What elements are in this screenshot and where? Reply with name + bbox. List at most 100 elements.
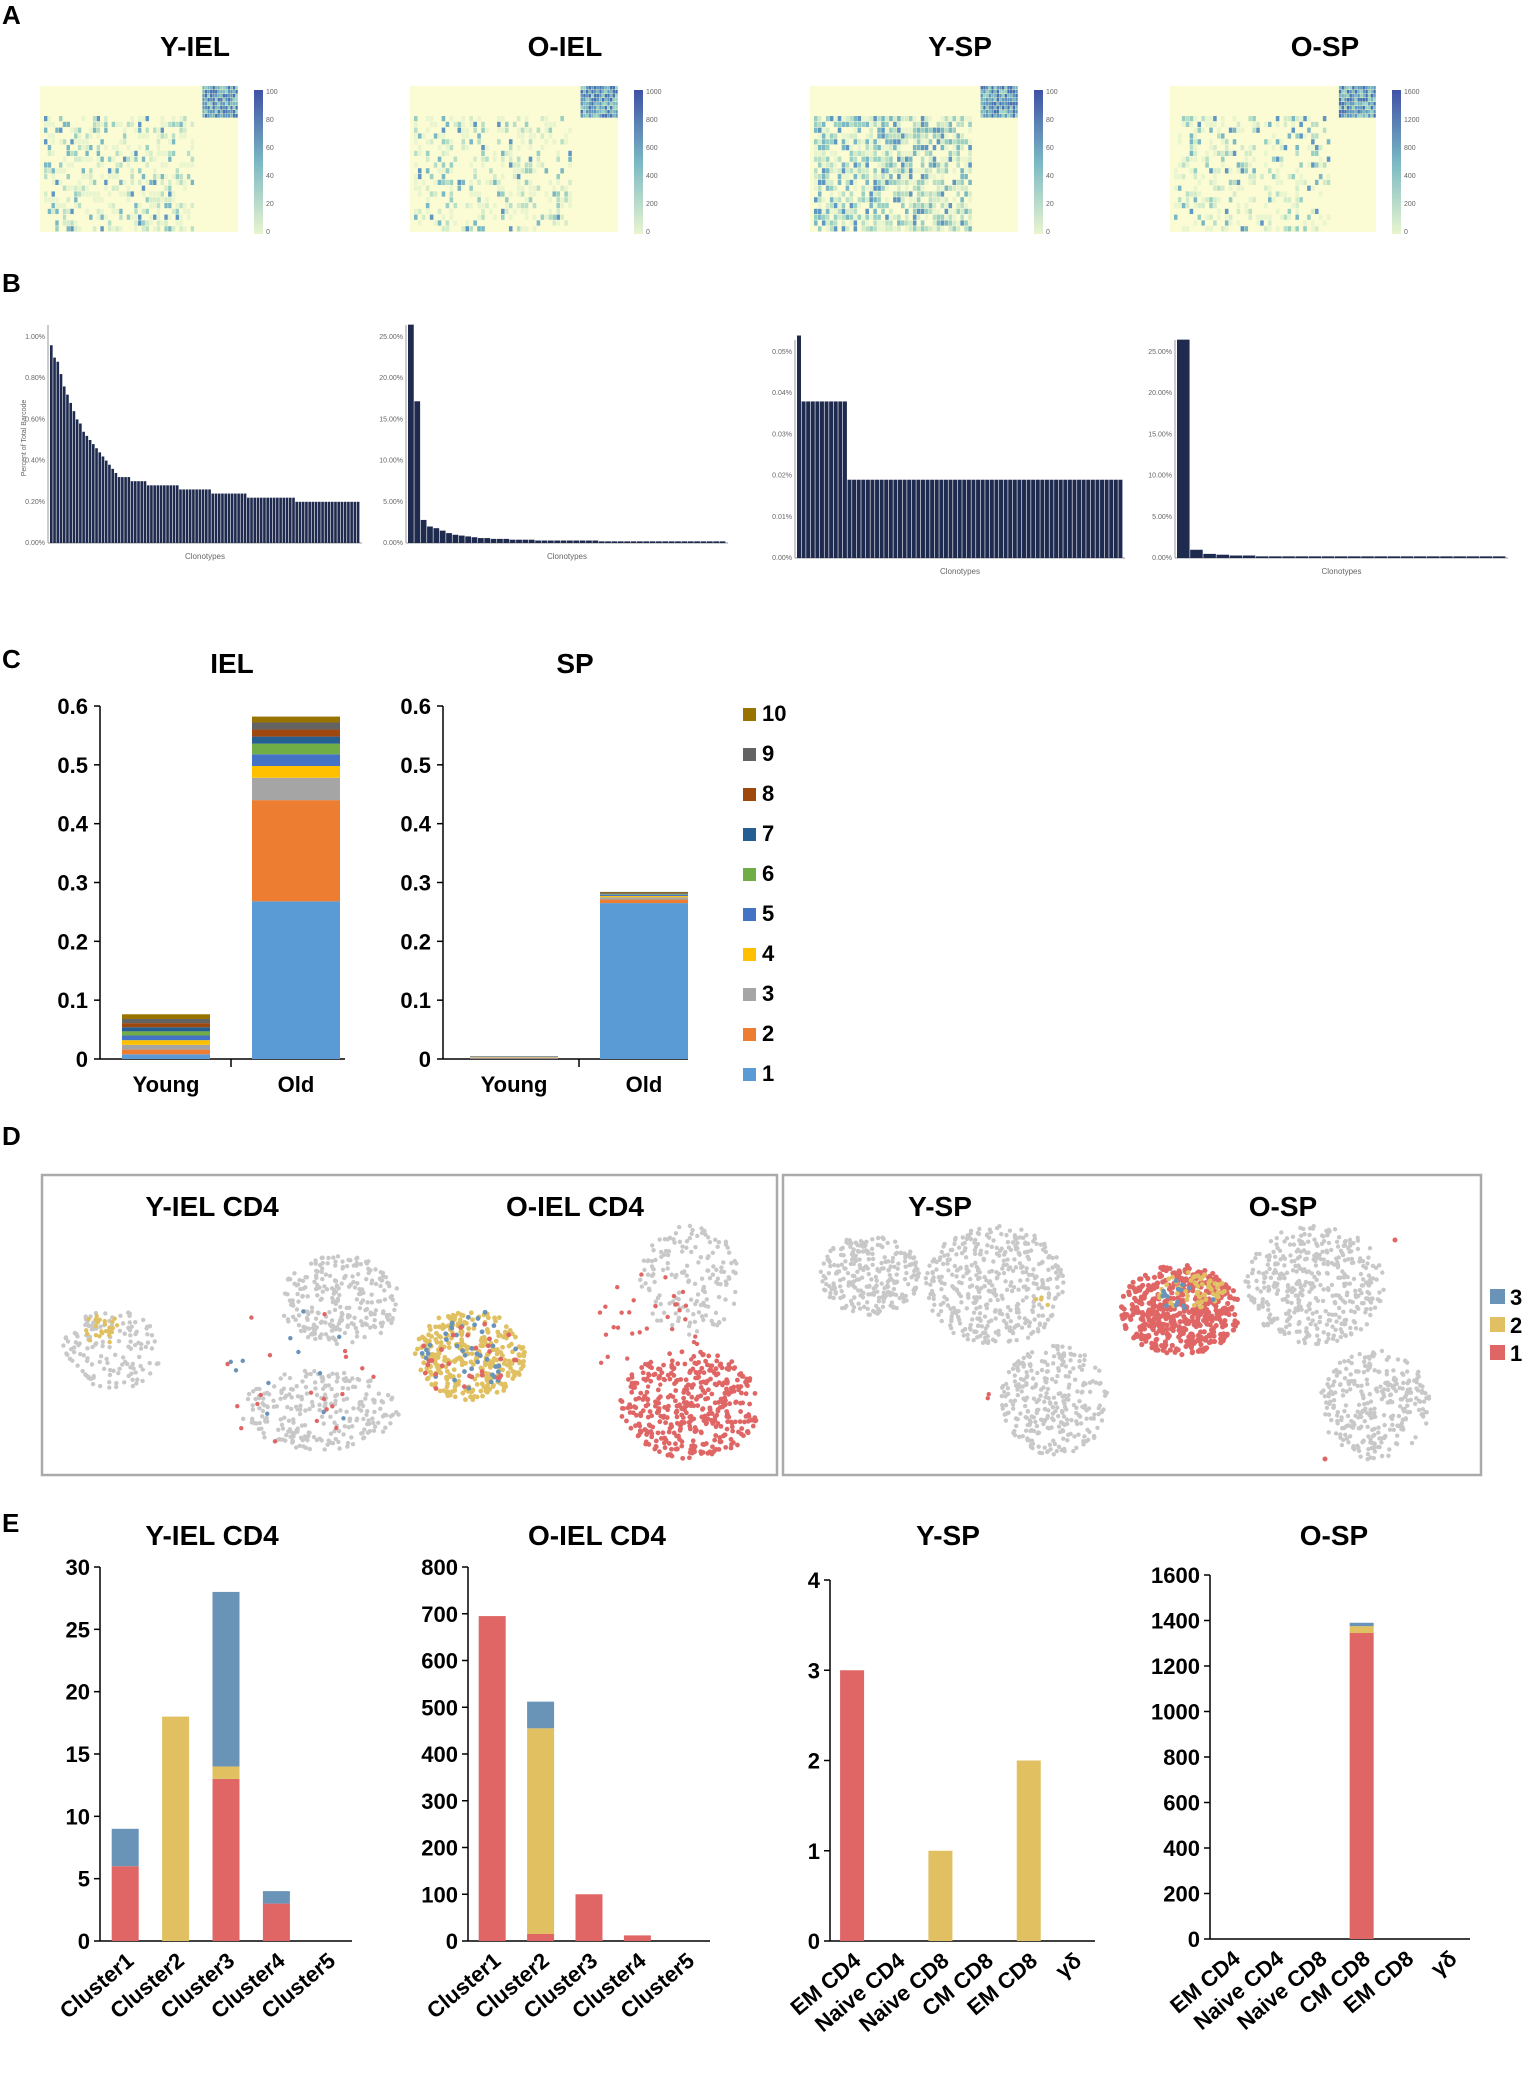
d-point (753, 1391, 758, 1396)
d-point (294, 1384, 298, 1388)
colorbar-tick: 200 (646, 201, 658, 208)
heatmap-cell (925, 122, 929, 127)
heatmap-cell (583, 110, 585, 114)
heatmap-cell (889, 226, 893, 231)
heatmap-cell (834, 203, 838, 208)
d-point (346, 1258, 350, 1262)
d-point (297, 1323, 301, 1327)
heatmap-cell (179, 180, 182, 185)
d-point (616, 1325, 620, 1329)
heatmap-cell (207, 90, 209, 94)
b-bar (147, 485, 150, 543)
d-point (101, 1340, 105, 1344)
b-bar (82, 432, 85, 543)
d-point (1092, 1412, 1096, 1416)
heatmap-cell (981, 98, 983, 102)
d-point (134, 1381, 138, 1385)
d-point (241, 1417, 245, 1421)
colorbar-tick: 60 (1046, 145, 1054, 152)
heatmap-cell (513, 174, 517, 179)
heatmap-cell (414, 122, 418, 127)
d-point (857, 1277, 861, 1281)
heatmap-cell (418, 220, 422, 225)
d-point (836, 1263, 840, 1267)
b-bar (1022, 480, 1026, 558)
heatmap-cell (67, 162, 70, 167)
heatmap-cell (469, 116, 473, 121)
heatmap-cell (968, 157, 972, 162)
heatmap-cell (215, 94, 217, 98)
heatmap-cell (881, 209, 885, 214)
heatmap-cell (842, 215, 846, 220)
heatmap-cell (1339, 106, 1341, 110)
heatmap-cell (1311, 145, 1315, 150)
heatmap-cell (1221, 116, 1225, 121)
b-bar (1059, 480, 1063, 558)
heatmap-cell (529, 145, 533, 150)
d-point (307, 1407, 311, 1411)
heatmap-cell (233, 106, 235, 110)
heatmap-cell (1241, 145, 1245, 150)
heatmap-cell (100, 197, 103, 202)
heatmap-cell (1288, 116, 1292, 121)
heatmap-cell (1201, 220, 1205, 225)
heatmap-cell (983, 102, 985, 106)
heatmap-cell (838, 215, 842, 220)
heatmap-cell (501, 186, 505, 191)
d-point (693, 1320, 697, 1324)
heatmap-cell (594, 114, 596, 118)
d-point (491, 1323, 496, 1328)
heatmap-cell (615, 110, 617, 114)
d-point (672, 1294, 676, 1298)
heatmap-cell (949, 203, 953, 208)
d-point (483, 1310, 488, 1315)
panel-letter-c: C (2, 644, 21, 674)
heatmap-cell (881, 174, 885, 179)
heatmap-cell (999, 98, 1001, 102)
heatmap-cell (481, 128, 485, 133)
heatmap-cell (1010, 94, 1012, 98)
b-bar (650, 541, 656, 543)
heatmap-cell (138, 133, 141, 138)
heatmap-cell (1368, 86, 1370, 90)
b-bar (1203, 554, 1216, 558)
heatmap-cell (153, 226, 156, 231)
heatmap-cell (897, 151, 901, 156)
heatmap-cell (210, 106, 212, 110)
heatmap-cell (161, 151, 164, 156)
d-point (693, 1302, 697, 1306)
d-point (444, 1337, 449, 1342)
heatmap-cell (183, 122, 186, 127)
heatmap-cell (1311, 139, 1315, 144)
d-point (973, 1261, 977, 1265)
heatmap-cell (525, 122, 529, 127)
d-point (1031, 1267, 1035, 1271)
heatmap-cell (591, 102, 593, 106)
heatmap-cell (1284, 197, 1288, 202)
d-point (957, 1245, 961, 1249)
heatmap-cell (1007, 110, 1009, 114)
heatmap-cell (858, 197, 862, 202)
heatmap-cell (834, 122, 838, 127)
colorbar-tick: 60 (266, 145, 274, 152)
heatmap-cell (881, 162, 885, 167)
d-point (445, 1381, 450, 1386)
d-point (1046, 1317, 1050, 1321)
d-point (895, 1245, 899, 1249)
heatmap-cell (1190, 191, 1194, 196)
d-point (680, 1439, 685, 1444)
heatmap-cell (877, 157, 881, 162)
heatmap-cell (615, 90, 617, 94)
heatmap-cell (956, 186, 960, 191)
d-point (982, 1284, 986, 1288)
heatmap-cell (846, 174, 850, 179)
heatmap-cell (202, 102, 204, 106)
d-point (291, 1417, 295, 1421)
c-ytick: 0.5 (400, 753, 431, 778)
b-bar (1077, 480, 1081, 558)
d-point (633, 1385, 637, 1389)
heatmap-cell (55, 209, 58, 214)
heatmap-cell (1010, 106, 1012, 110)
d-point (469, 1346, 474, 1351)
heatmap-cell (933, 191, 937, 196)
